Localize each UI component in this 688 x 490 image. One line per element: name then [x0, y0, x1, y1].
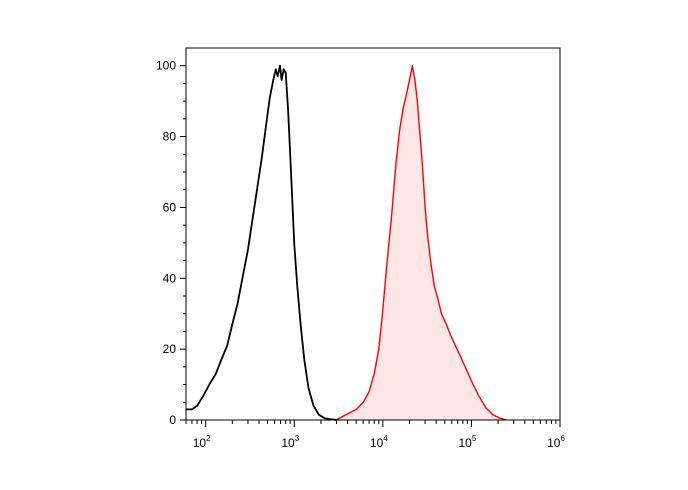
x-tick-exponent: 6 [560, 434, 565, 443]
x-tick-exponent: 5 [472, 434, 477, 443]
y-tick-label: 60 [163, 200, 177, 214]
x-tick-base: 10 [459, 436, 473, 450]
x-tick-base: 10 [193, 436, 207, 450]
x-tick-exponent: 2 [206, 434, 211, 443]
x-tick-label: 106 [547, 434, 565, 450]
y-tick-label: 100 [156, 59, 176, 73]
series-0-line [186, 64, 337, 421]
series-1-area [336, 65, 507, 420]
series-1-line [336, 65, 507, 421]
x-tick-exponent: 4 [383, 434, 388, 443]
x-tick-exponent: 3 [295, 434, 300, 443]
x-tick-label: 104 [370, 434, 388, 450]
y-tick-label: 80 [163, 130, 177, 144]
x-tick-label: 105 [459, 434, 477, 450]
plot-frame [185, 47, 561, 421]
y-tick-label: 40 [163, 271, 177, 285]
x-tick-base: 10 [547, 436, 561, 450]
y-tick-label: 20 [163, 342, 177, 356]
x-axis: 102 103 104 105 106 [185, 420, 565, 450]
series-layer [186, 64, 507, 421]
x-tick-base: 10 [281, 436, 295, 450]
x-tick-label: 102 [193, 434, 211, 450]
x-tick-base: 10 [370, 436, 384, 450]
y-axis: 0 20 40 60 80 100 [156, 59, 186, 427]
y-tick-label: 0 [169, 413, 176, 427]
x-tick-label: 103 [281, 434, 299, 450]
